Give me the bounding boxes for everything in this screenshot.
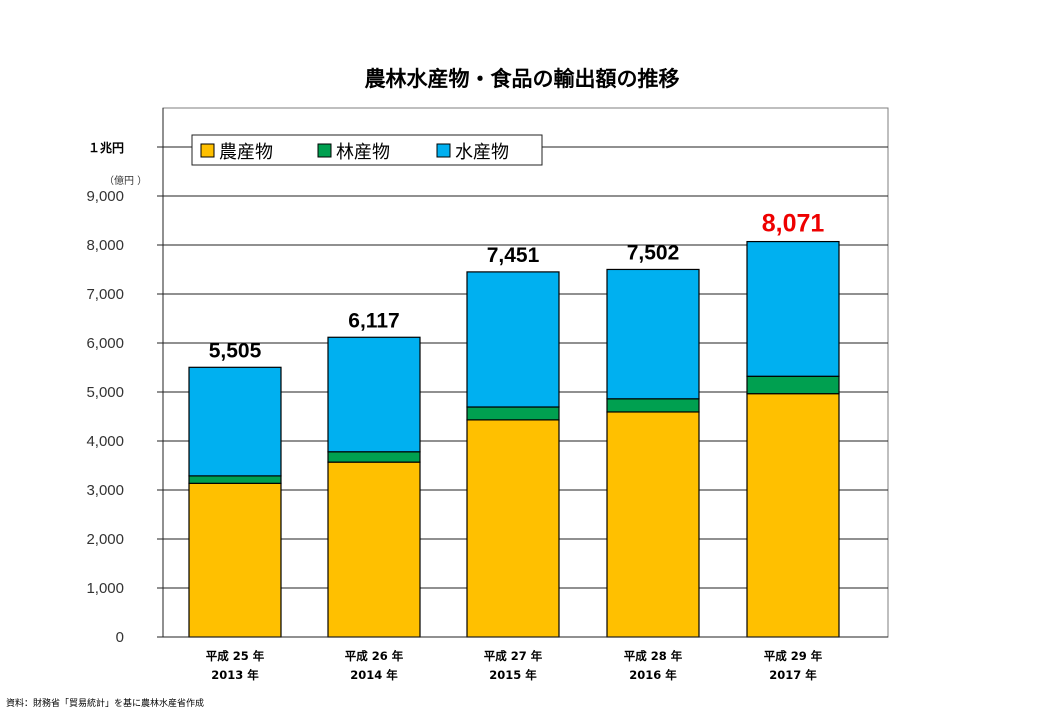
x-axis: 平成 25 年 2013 年 平成 26 年 2014 年 平成 27 年 2015 年 平… — [163, 636, 888, 682]
x-tick-label: 2016 年 — [629, 668, 677, 682]
y-tick-label: 1,000 — [86, 580, 124, 597]
unit-label: （億円 ） — [104, 174, 147, 187]
bar-segment — [188, 482, 282, 638]
y-tick-label: 6,000 — [86, 335, 124, 352]
y-tick-label: 7,000 — [86, 286, 124, 303]
y-tick-label: 0 — [116, 629, 124, 646]
bar-segment — [746, 375, 840, 395]
x-tick-label: 2015 年 — [489, 668, 537, 682]
legend-label: 農産物 — [219, 142, 273, 163]
legend-swatch — [200, 143, 215, 158]
legend-label: 林産物 — [336, 142, 390, 163]
bar-group — [188, 240, 840, 638]
x-tick-label: 平成 25 年 — [206, 649, 265, 663]
y-axis: 0 1,000 2,000 3,000 4,000 5,000 6,000 7,000 8,00… — [86, 108, 164, 646]
bar-segment — [327, 451, 421, 463]
bar-segment — [466, 271, 560, 408]
bar-segment — [746, 393, 840, 638]
total-label: 6,117 — [348, 309, 399, 332]
bar-segment — [746, 240, 840, 377]
legend-box — [191, 134, 543, 166]
total-label: 5,505 — [209, 339, 262, 362]
total-labels: 5,505 6,117 7,451 7,502 8,071 — [209, 210, 825, 363]
y-tick-label: 9,000 — [86, 188, 124, 205]
x-tick-label: 平成 27 年 — [484, 649, 543, 663]
y-tick-label: 2,000 — [86, 531, 124, 548]
source-note: 資料：財務省「貿易統計」を基に農林水産省作成 — [6, 697, 204, 709]
total-label: 8,071 — [762, 210, 825, 238]
bar-segment — [327, 461, 421, 638]
bar-segment — [327, 336, 421, 453]
bar-segment — [606, 411, 700, 638]
y-tick-label: 3,000 — [86, 482, 124, 499]
y-tick-label: 8,000 — [86, 237, 124, 254]
chart-title: 農林水産物・食品の輸出額の推移 — [365, 67, 680, 91]
y-tick-label: 5,000 — [86, 384, 124, 401]
bar-segment — [188, 475, 282, 484]
y-tick-label: 4,000 — [86, 433, 124, 450]
x-tick-label: 2014 年 — [350, 668, 398, 682]
x-tick-label: 平成 29 年 — [764, 649, 823, 663]
bar-segment — [466, 406, 560, 421]
bar-segment — [606, 268, 700, 400]
total-label: 7,502 — [627, 241, 680, 264]
bar-segment — [188, 366, 282, 477]
x-tick-label: 2017 年 — [769, 668, 817, 682]
bar-segment — [606, 398, 700, 413]
legend-swatch — [317, 143, 332, 158]
x-tick-label: 平成 26 年 — [345, 649, 404, 663]
legend-swatch — [436, 143, 451, 158]
trillion-label: １兆円 — [88, 140, 124, 155]
legend: 農産物 林産物 水産物 — [191, 134, 543, 166]
x-tick-label: 2013 年 — [211, 668, 259, 682]
x-tick-label: 平成 28 年 — [624, 649, 683, 663]
bar-segment — [466, 419, 560, 638]
legend-label: 水産物 — [455, 142, 509, 163]
total-label: 7,451 — [487, 244, 540, 267]
